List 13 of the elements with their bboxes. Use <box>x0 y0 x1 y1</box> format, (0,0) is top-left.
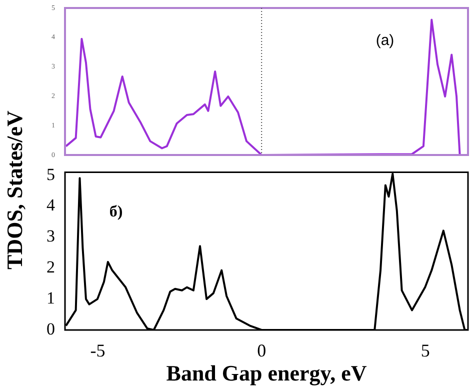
y-tick-label: 3 <box>46 226 55 246</box>
y-tick-label: 4 <box>46 196 56 215</box>
x-tick-label: 0 <box>257 340 266 361</box>
annotation: б) <box>109 203 123 220</box>
y-tick-label: 0 <box>46 319 55 338</box>
y-axis-title: TDOS, States/eV <box>2 110 28 270</box>
y-tick-label: 2 <box>46 258 55 277</box>
x-tick-label: -5 <box>90 340 106 361</box>
y-tick-label: 5 <box>46 164 55 184</box>
annotation: (a) <box>376 32 394 50</box>
y-tick-label: 1 <box>46 288 55 308</box>
x-tick-label: 5 <box>420 340 430 361</box>
x-axis-title: Band Gap energy, eV <box>166 360 367 386</box>
